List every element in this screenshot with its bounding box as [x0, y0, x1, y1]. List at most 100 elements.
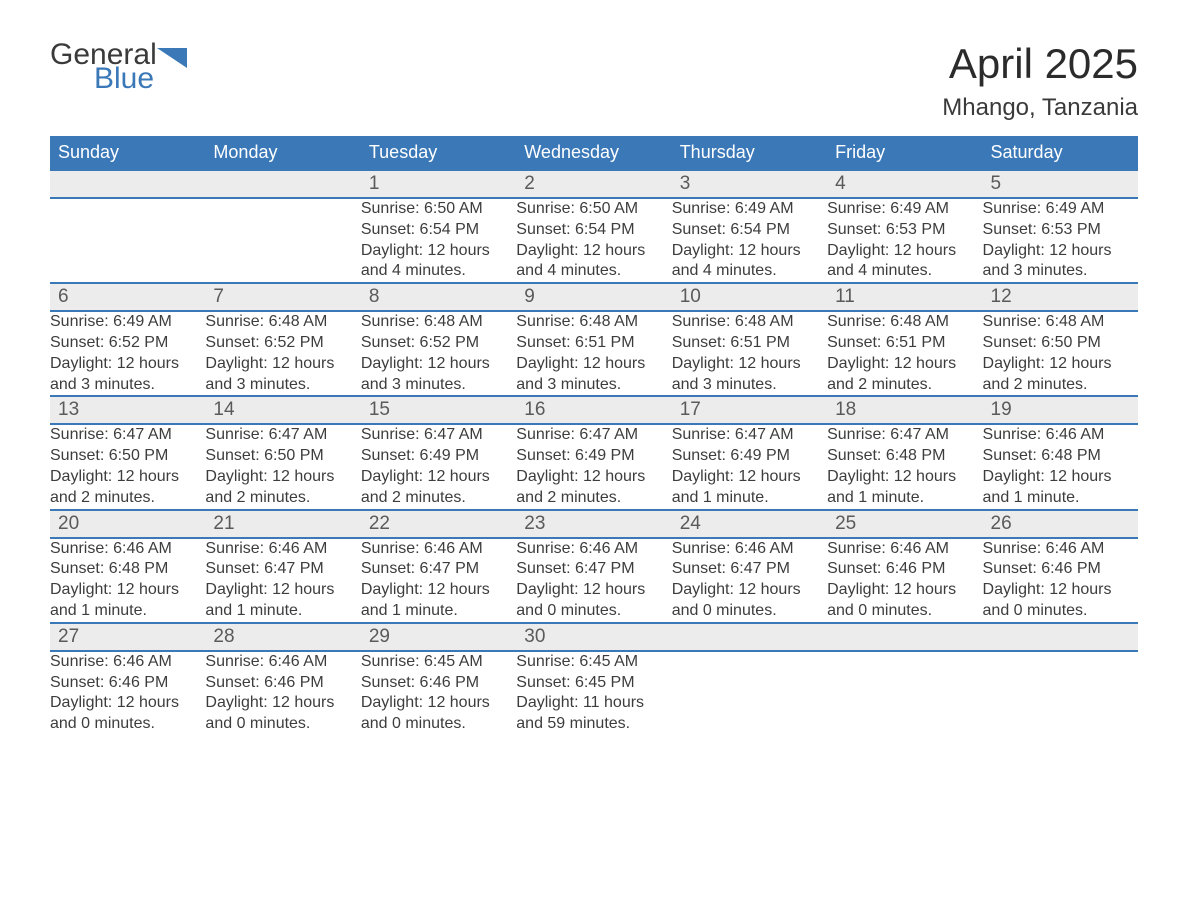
day-number	[50, 171, 205, 197]
day-number-cell: 30	[516, 623, 671, 651]
calendar-body: 12345Sunrise: 6:50 AMSunset: 6:54 PMDayl…	[50, 170, 1138, 755]
daylight-line: Daylight: 12 hours and 3 minutes.	[361, 354, 516, 396]
day-number-cell	[672, 623, 827, 651]
day-number-cell: 4	[827, 170, 982, 198]
day-detail-cell: Sunrise: 6:48 AMSunset: 6:50 PMDaylight:…	[983, 311, 1138, 396]
sunrise-line: Sunrise: 6:46 AM	[983, 425, 1138, 446]
day-number: 25	[827, 511, 982, 537]
day-number: 2	[516, 171, 671, 197]
sunset-line: Sunset: 6:47 PM	[205, 559, 360, 580]
sunrise-line: Sunrise: 6:46 AM	[50, 539, 205, 560]
day-detail-cell: Sunrise: 6:47 AMSunset: 6:50 PMDaylight:…	[50, 424, 205, 509]
day-number-cell: 11	[827, 283, 982, 311]
day-number-cell: 2	[516, 170, 671, 198]
day-number-cell: 26	[983, 510, 1138, 538]
sunrise-line: Sunrise: 6:48 AM	[361, 312, 516, 333]
day-number-cell: 14	[205, 396, 360, 424]
daylight-line: Daylight: 11 hours and 59 minutes.	[516, 693, 671, 735]
week-detail-row: Sunrise: 6:47 AM Sunset: 6:50 PM Daylight:…	[50, 424, 1138, 509]
brand-part2: Blue	[94, 64, 187, 94]
day-number-cell: 5	[983, 170, 1138, 198]
daylight-line: Daylight: 12 hours and 2 minutes.	[827, 354, 982, 396]
day-detail-cell: Sunrise: 6:47 AMSunset: 6:49 PMDaylight:…	[672, 424, 827, 509]
week-detail-row: Sunrise: 6:46 AMSunset: 6:48 PMDaylight:…	[50, 538, 1138, 623]
day-number-cell: 18	[827, 396, 982, 424]
daylight-line: Daylight: 12 hours and 3 minutes.	[50, 354, 205, 396]
sunset-line: Sunset: 6:50 PM	[205, 446, 360, 467]
day-header: Tuesday	[361, 136, 516, 170]
day-detail-cell: Sunrise: 6:46 AMSunset: 6:47 PMDaylight:…	[361, 538, 516, 623]
sunset-line: Sunset: 6:47 PM	[672, 559, 827, 580]
day-detail-cell: Sunrise: 6:46 AMSunset: 6:46 PMDaylight:…	[205, 651, 360, 755]
sunrise-line: Sunrise: 6:46 AM	[50, 652, 205, 673]
day-number-cell: 20	[50, 510, 205, 538]
sunrise-line: Sunrise: 6:48 AM	[516, 312, 671, 333]
day-number-cell: 23	[516, 510, 671, 538]
daylight-line: Daylight: 12 hours and 1 minute.	[983, 467, 1138, 509]
day-number-cell: 27	[50, 623, 205, 651]
day-number: 30	[516, 624, 671, 650]
month-title: April 2025	[942, 40, 1138, 88]
week-daynum-row: 27282930	[50, 623, 1138, 651]
day-detail-cell: Sunrise: 6:48 AMSunset: 6:52 PMDaylight:…	[205, 311, 360, 396]
day-number: 29	[361, 624, 516, 650]
location: Mhango, Tanzania	[942, 94, 1138, 122]
day-detail-cell: Sunrise: 6:49 AMSunset: 6:53 PMDaylight:…	[983, 198, 1138, 283]
daylight-line: Daylight: 12 hours and 1 minute.	[50, 580, 205, 622]
sunrise-line: Sunrise: 6:49 AM	[50, 312, 205, 333]
sunset-line: Sunset: 6:45 PM	[516, 673, 671, 694]
day-number-cell	[827, 623, 982, 651]
sunset-line: Sunset: 6:53 PM	[983, 220, 1138, 241]
sunrise-line: Sunrise: 6:50 AM	[516, 199, 671, 220]
sunrise-line: Sunrise: 6:46 AM	[827, 539, 982, 560]
day-number: 8	[361, 284, 516, 310]
week-daynum-row: 13141516171819	[50, 396, 1138, 424]
week-detail-row: Sunrise: 6:46 AMSunset: 6:46 PM Daylight:…	[50, 651, 1138, 755]
sunrise-line: Sunrise: 6:46 AM	[361, 539, 516, 560]
day-detail-cell: Sunrise: 6:46 AMSunset: 6:47 PMDaylight:…	[516, 538, 671, 623]
sunset-line: Sunset: 6:52 PM	[205, 333, 360, 354]
day-number: 15	[361, 397, 516, 423]
sunrise-line: Sunrise: 6:45 AM	[516, 652, 671, 673]
calendar-table: SundayMondayTuesdayWednesdayThursdayFrid…	[50, 136, 1138, 755]
flag-icon	[157, 46, 187, 68]
day-detail-cell: Sunrise: 6:49 AMSunset: 6:52 PMDaylight:…	[50, 311, 205, 396]
sunset-line: Sunset: 6:53 PM	[827, 220, 982, 241]
day-header: Saturday	[983, 136, 1138, 170]
calendar-header: SundayMondayTuesdayWednesdayThursdayFrid…	[50, 136, 1138, 170]
day-number: 28	[205, 624, 360, 650]
sunset-line: Sunset: 6:52 PM	[361, 333, 516, 354]
sunrise-line: Sunrise: 6:47 AM	[672, 425, 827, 446]
day-number: 11	[827, 284, 982, 310]
sunset-line: Sunset: 6:46 PM	[827, 559, 982, 580]
daylight-line: Daylight: 12 hours and 4 minutes.	[672, 241, 827, 283]
sunrise-line: Sunrise: 6:47 AM	[516, 425, 671, 446]
day-detail-cell: Sunrise: 6:48 AMSunset: 6:52 PMDaylight:…	[361, 311, 516, 396]
day-detail-cell: Sunrise: 6:46 AMSunset: 6:47 PMDaylight:…	[672, 538, 827, 623]
sunrise-line: Sunrise: 6:46 AM	[205, 652, 360, 673]
day-number-cell: 28	[205, 623, 360, 651]
day-detail-cell: Sunrise: 6:47 AMSunset: 6:49 PMDaylight:…	[361, 424, 516, 509]
daylight-line: Daylight: 12 hours and 1 minute.	[361, 580, 516, 622]
sunset-line: Sunset: 6:46 PM	[983, 559, 1138, 580]
day-detail-cell: Sunrise: 6:48 AMSunset: 6:51 PMDaylight:…	[827, 311, 982, 396]
sunset-line: Sunset: 6:48 PM	[827, 446, 982, 467]
daylight-line: Daylight: 12 hours and 2 minutes.	[516, 467, 671, 509]
sunset-line: Sunset: 6:54 PM	[361, 220, 516, 241]
day-number-cell: 7	[205, 283, 360, 311]
day-number-cell: 9	[516, 283, 671, 311]
sunrise-line: Sunrise: 6:50 AM	[361, 199, 516, 220]
day-number-cell: 15	[361, 396, 516, 424]
day-detail-cell: Sunrise: 6:46 AMSunset: 6:46 PMDaylight:…	[983, 538, 1138, 623]
week-daynum-row: 12345	[50, 170, 1138, 198]
day-number-cell: 8	[361, 283, 516, 311]
sunset-line: Sunset: 6:46 PM	[50, 673, 205, 694]
sunrise-line: Sunrise: 6:49 AM	[983, 199, 1138, 220]
sunset-line: Sunset: 6:54 PM	[516, 220, 671, 241]
sunset-line: Sunset: 6:50 PM	[50, 446, 205, 467]
sunset-line: Sunset: 6:49 PM	[361, 446, 516, 467]
day-header: Monday	[205, 136, 360, 170]
day-header: Thursday	[672, 136, 827, 170]
day-detail-cell: Sunrise: 6:45 AMSunset: 6:45 PMDaylight:…	[516, 651, 671, 755]
day-header: Sunday	[50, 136, 205, 170]
